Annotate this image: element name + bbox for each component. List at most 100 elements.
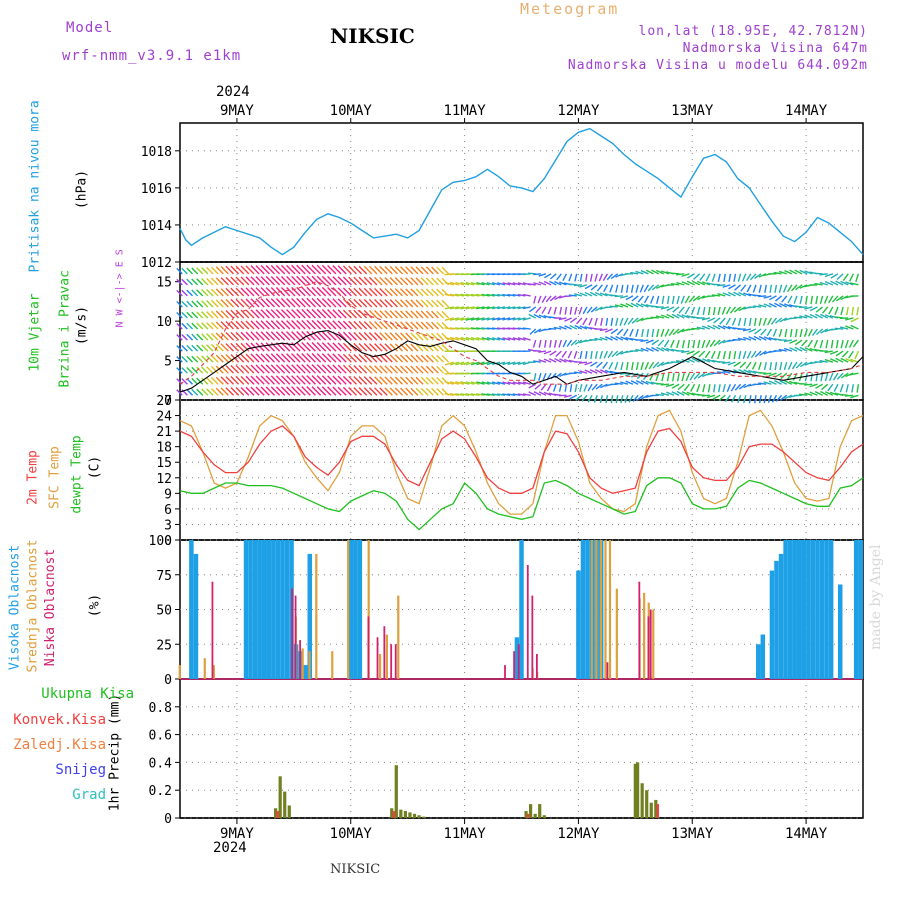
wind-arrow [306,386,316,396]
wind-arrow [405,310,414,319]
wind-arrow [584,350,588,359]
wind-arrow [374,265,383,275]
wind-arrow [436,277,445,286]
wind-arrow [604,369,613,374]
wind-arrow [711,294,721,297]
wind-arrow [629,328,634,337]
wind-arrow [687,339,691,349]
precip-bar-total [645,790,649,818]
wind-arrow [316,375,327,385]
wind-arrow [666,373,670,382]
wind-arrow [512,393,521,396]
wind-arrow [306,319,316,330]
wind-arrow [581,394,588,402]
wind-arrow [534,383,542,390]
wind-arrow [590,284,598,291]
ytick-label-temperature: 3 [164,518,172,533]
wind-arrow [840,372,849,379]
wind-arrow [713,317,721,324]
wind-arrow [533,391,542,396]
wind-arrow [230,342,240,352]
wind-arrow [420,277,429,286]
wind-arrow [583,383,588,392]
cloud-bar-high [576,570,581,679]
wind-arrow [589,273,593,282]
wind-arrow [250,375,260,385]
wind-arrow [569,394,578,400]
wind-arrow [827,383,834,392]
wind-arrow [522,327,531,330]
wind-arrow [342,287,352,297]
wind-arrow [734,383,742,391]
wind-arrow [783,361,788,371]
wind-arrow [671,295,675,305]
wind-arrow [358,331,368,341]
wind-arrow [740,284,747,292]
wind-arrow [476,281,485,286]
wind-arrow [363,376,373,385]
wind-arrow [794,346,803,352]
wind-arrow [270,386,281,396]
cloud-bar-low [638,581,641,679]
wind-arrow [625,284,629,293]
wind-arrow [441,354,450,363]
wind-arrow [399,299,409,308]
wind-arrow [374,321,383,330]
wind-arrow [210,321,219,330]
cloud-bar-high [797,540,802,679]
wind-arrow [415,277,424,286]
wind-arrow [846,306,849,316]
precip-bar-total [390,808,394,818]
wind-arrow [255,309,265,319]
wind-arrow [809,306,818,312]
wind-arrow [670,272,680,275]
wind-arrow [676,339,680,349]
wind-arrow [635,284,639,293]
wind-arrow [549,358,557,363]
wind-arrow [389,332,398,341]
wind-arrow [753,305,762,308]
wind-arrow [220,288,229,297]
cloud-bar-high [783,540,788,679]
wind-arrow [301,364,311,374]
wind-arrow [384,310,393,319]
wind-arrow [726,383,732,393]
wind-arrow [728,350,732,360]
wind-arrow [731,394,737,403]
wind-arrow [507,381,516,385]
wind-arrow [529,306,537,313]
cloud-bar-mid [385,634,388,679]
wind-arrow [844,317,854,321]
wind-arrow [321,342,332,352]
wind-arrow [789,269,798,275]
wind-arrow [225,354,234,363]
wind-arrow [321,297,332,308]
wind-arrow [394,299,404,308]
wind-arrow [686,358,695,363]
wind-arrow [604,328,613,333]
wind-arrow [201,355,209,363]
wind-arrow [610,273,619,280]
wind-arrow [543,391,552,396]
cloud-bar-low [299,640,302,679]
wind-arrow [594,350,598,359]
cloud-bar-low [211,581,214,679]
wind-arrow [250,309,260,319]
wind-arrow [410,321,419,330]
wind-arrow [566,339,573,347]
wind-arrow [425,387,434,396]
wind-arrow [839,384,844,393]
wind-arrow [809,391,818,396]
wind-arrow [405,387,414,396]
wind-arrow [722,384,726,393]
wind-arrow [321,286,332,297]
wind-arrow [636,394,644,401]
wind-arrow [201,366,209,374]
wind-arrow [476,317,485,321]
wind-arrow [363,276,373,286]
wind-arrow [729,306,737,314]
wind-arrow [538,359,547,363]
wind-arrow [586,306,593,314]
wind-arrow [342,375,352,385]
precip-bar-total [412,813,417,818]
